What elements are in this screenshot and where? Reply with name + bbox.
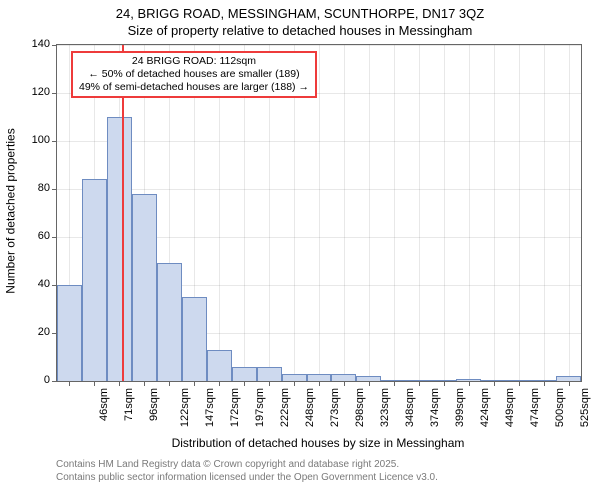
histogram-bar — [207, 350, 232, 381]
x-tick — [94, 381, 95, 386]
y-tick — [52, 93, 57, 94]
y-tick-label: 100 — [20, 134, 50, 146]
title-line-1: 24, BRIGG ROAD, MESSINGHAM, SCUNTHORPE, … — [0, 6, 600, 23]
y-tick — [52, 45, 57, 46]
gridline-v — [394, 45, 395, 381]
gridline-v — [569, 45, 570, 381]
x-tick-label: 298sqm — [354, 388, 366, 427]
histogram-bar — [82, 179, 107, 381]
x-tick-label: 273sqm — [329, 388, 341, 427]
footer: Contains HM Land Registry data © Crown c… — [56, 458, 438, 484]
y-tick-label: 120 — [20, 86, 50, 98]
x-tick — [169, 381, 170, 386]
x-tick — [119, 381, 120, 386]
x-tick-label: 323sqm — [379, 388, 391, 427]
chart-title: 24, BRIGG ROAD, MESSINGHAM, SCUNTHORPE, … — [0, 0, 600, 40]
histogram-bar — [331, 374, 356, 381]
x-tick-label: 96sqm — [148, 388, 160, 421]
x-tick — [319, 381, 320, 386]
callout-box: 24 BRIGG ROAD: 112sqm← 50% of detached h… — [71, 51, 317, 98]
histogram-bar — [282, 374, 307, 381]
gridline-v — [344, 45, 345, 381]
x-tick — [469, 381, 470, 386]
callout-line: 24 BRIGG ROAD: 112sqm — [79, 55, 309, 68]
y-tick — [52, 141, 57, 142]
x-tick — [369, 381, 370, 386]
gridline-v — [319, 45, 320, 381]
x-tick-label: 46sqm — [99, 388, 111, 421]
gridline-v — [369, 45, 370, 381]
histogram-bar — [182, 297, 207, 381]
x-tick-label: 525sqm — [579, 388, 591, 427]
x-tick-label: 222sqm — [279, 388, 291, 427]
histogram-bar — [157, 263, 182, 381]
y-tick — [52, 189, 57, 190]
x-tick-label: 348sqm — [404, 388, 416, 427]
footer-line-1: Contains HM Land Registry data © Crown c… — [56, 458, 438, 471]
x-tick-label: 500sqm — [554, 388, 566, 427]
y-tick — [52, 237, 57, 238]
histogram-bar — [132, 194, 157, 381]
y-axis-title: Number of detached properties — [4, 128, 18, 293]
x-tick — [444, 381, 445, 386]
gridline-v — [494, 45, 495, 381]
x-tick — [244, 381, 245, 386]
y-tick-label: 140 — [20, 38, 50, 50]
plot-area: 24 BRIGG ROAD: 112sqm← 50% of detached h… — [56, 44, 582, 382]
histogram-bar — [57, 285, 82, 381]
x-tick-label: 399sqm — [454, 388, 466, 427]
x-tick — [194, 381, 195, 386]
x-tick — [394, 381, 395, 386]
gridline-v — [419, 45, 420, 381]
callout-line: 49% of semi-detached houses are larger (… — [79, 81, 309, 94]
callout-line: ← 50% of detached houses are smaller (18… — [79, 68, 309, 81]
gridline-v — [519, 45, 520, 381]
histogram-bar — [307, 374, 332, 381]
x-tick — [219, 381, 220, 386]
x-tick-label: 122sqm — [179, 388, 191, 427]
x-tick-label: 71sqm — [123, 388, 135, 421]
x-tick-label: 248sqm — [304, 388, 316, 427]
x-tick-label: 147sqm — [204, 388, 216, 427]
y-tick-label: 60 — [20, 230, 50, 242]
y-tick-label: 40 — [20, 278, 50, 290]
gridline-v — [469, 45, 470, 381]
x-tick — [344, 381, 345, 386]
title-line-2: Size of property relative to detached ho… — [0, 23, 600, 40]
x-tick — [519, 381, 520, 386]
x-tick-label: 474sqm — [529, 388, 541, 427]
histogram-bar — [107, 117, 132, 381]
x-tick-label: 374sqm — [429, 388, 441, 427]
y-tick-label: 80 — [20, 182, 50, 194]
x-tick — [294, 381, 295, 386]
x-tick — [419, 381, 420, 386]
gridline-v — [544, 45, 545, 381]
x-tick-label: 197sqm — [254, 388, 266, 427]
x-tick — [494, 381, 495, 386]
x-axis-title: Distribution of detached houses by size … — [56, 436, 580, 450]
x-tick — [144, 381, 145, 386]
x-tick — [69, 381, 70, 386]
y-tick-label: 0 — [20, 374, 50, 386]
y-tick-label: 20 — [20, 326, 50, 338]
chart-container: 24, BRIGG ROAD, MESSINGHAM, SCUNTHORPE, … — [0, 0, 600, 500]
footer-line-2: Contains public sector information licen… — [56, 471, 438, 484]
gridline-v — [444, 45, 445, 381]
x-tick — [269, 381, 270, 386]
x-tick — [544, 381, 545, 386]
histogram-bar — [232, 367, 257, 381]
histogram-bar — [257, 367, 282, 381]
x-tick-label: 424sqm — [479, 388, 491, 427]
x-tick-label: 449sqm — [504, 388, 516, 427]
x-tick — [569, 381, 570, 386]
y-tick — [52, 381, 57, 382]
x-tick-label: 172sqm — [229, 388, 241, 427]
